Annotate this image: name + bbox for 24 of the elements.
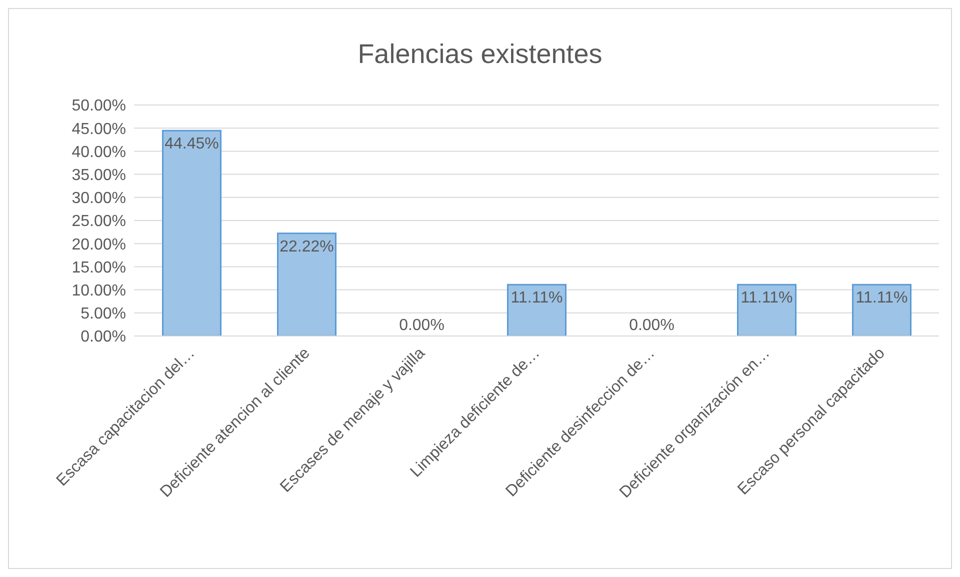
bar [737,284,796,336]
data-label: 0.00% [399,317,444,334]
y-tick-label: 20.00% [72,236,126,254]
data-label: 11.11% [856,290,908,307]
y-tick-label: 0.00% [80,328,126,346]
y-tick-label: 45.00% [72,120,126,138]
bar [507,284,566,336]
y-tick-label: 25.00% [72,213,126,230]
bar [277,232,336,336]
y-tick-label: 15.00% [72,259,126,276]
data-label: 11.11% [740,290,793,307]
data-label: 0.00% [629,317,674,334]
data-label: 44.45% [164,136,219,153]
y-tick-label: 35.00% [72,166,126,184]
bar [852,284,912,336]
data-label: 11.11% [510,290,563,307]
chart-title: Falencias existentes [356,39,604,70]
y-tick-label: 40.00% [72,144,126,161]
y-tick-label: 30.00% [72,190,126,208]
data-label: 22.22% [280,238,334,256]
bar [162,130,222,336]
y-tick-label: 10.00% [72,282,126,300]
y-tick-label: 5.00% [80,306,126,323]
y-tick-label: 50.00% [72,98,126,115]
